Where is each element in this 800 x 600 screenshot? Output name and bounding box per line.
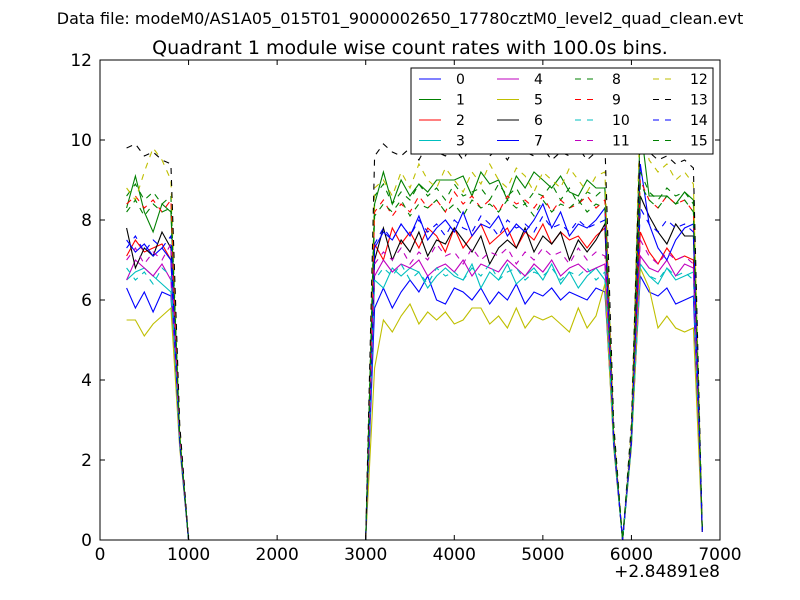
y-tick-label: 8 — [81, 211, 92, 231]
x-tick-label: 0 — [95, 545, 106, 565]
legend-label-15: 15 — [690, 134, 708, 150]
legend-label-4: 4 — [534, 72, 543, 88]
chart-title: Quadrant 1 module wise count rates with … — [152, 37, 668, 59]
legend-box — [410, 67, 714, 155]
chart-suptitle: Data file: modeM0/AS1A05_015T01_90000026… — [57, 9, 743, 29]
x-tick-label: 7000 — [698, 545, 741, 565]
legend-label-6: 6 — [534, 113, 543, 129]
x-tick-label: 2000 — [256, 545, 299, 565]
x-tick-label: 3000 — [344, 545, 387, 565]
legend-label-12: 12 — [690, 72, 708, 88]
series-12-line — [126, 103, 703, 541]
legend-label-5: 5 — [534, 93, 543, 109]
x-tick-label: 5000 — [521, 545, 564, 565]
y-tick-label: 2 — [81, 451, 92, 471]
legend-label-1: 1 — [456, 93, 465, 109]
legend-label-2: 2 — [456, 113, 465, 129]
y-tick-label: 4 — [81, 371, 92, 391]
legend-label-0: 0 — [456, 72, 465, 88]
legend-label-8: 8 — [612, 72, 621, 88]
legend-label-14: 14 — [690, 113, 708, 129]
x-tick-label: 1000 — [167, 545, 210, 565]
legend-label-11: 11 — [612, 134, 630, 150]
x-tick-label: 6000 — [610, 545, 653, 565]
y-tick-label: 10 — [70, 131, 92, 151]
legend-label-10: 10 — [612, 113, 630, 129]
y-tick-label: 12 — [70, 51, 92, 71]
legend-label-13: 13 — [690, 93, 708, 109]
y-tick-label: 6 — [81, 291, 92, 311]
x-tick-label: 4000 — [433, 545, 476, 565]
legend-label-7: 7 — [534, 134, 543, 150]
x-offset-label: +2.84891e8 — [614, 562, 720, 582]
legend-label-9: 9 — [612, 93, 621, 109]
legend-label-3: 3 — [456, 134, 465, 150]
plot-area: 0 1000 2000 3000 4000 5000 6000 700002468101201… — [70, 51, 741, 565]
y-tick-label: 0 — [81, 531, 92, 551]
series-9-line — [126, 179, 703, 541]
